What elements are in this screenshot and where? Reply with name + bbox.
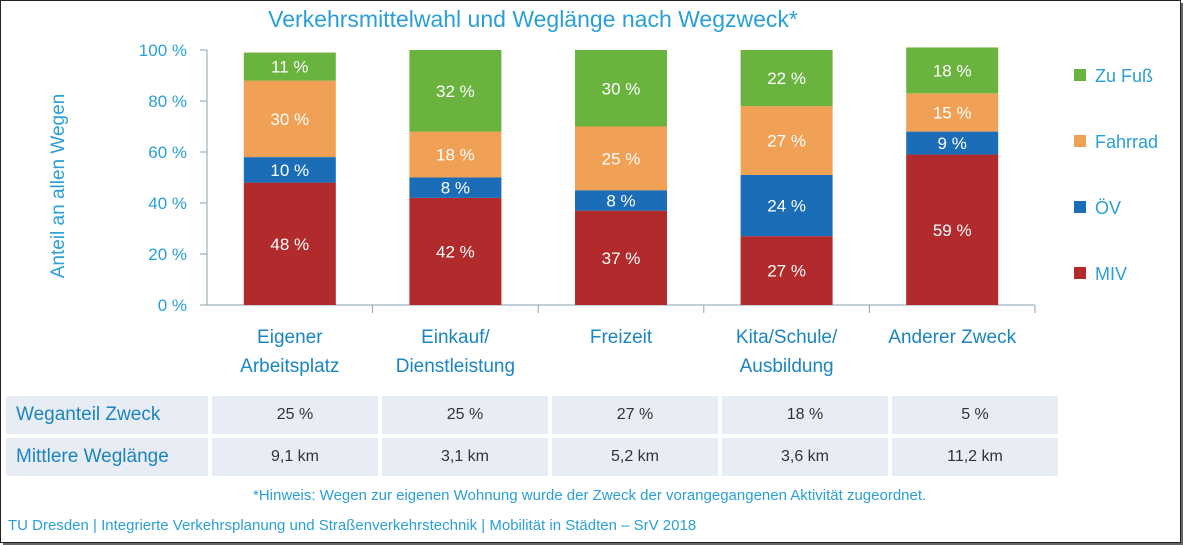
- data-label: 8 %: [606, 191, 635, 210]
- table-cell: 25 %: [382, 396, 548, 434]
- table-cell: 5,2 km: [552, 438, 718, 476]
- bar-segment-fahrrad: [906, 93, 999, 132]
- bar-segment-zufu: [409, 50, 502, 132]
- row-header-weglaenge: Mittlere Weglänge: [6, 438, 208, 476]
- bars: 48 % 10 % 30 % 11 % 42 % 8 % 18 % 32 % 37 % 8 % 25…: [243, 47, 999, 305]
- data-label: 48 %: [270, 235, 309, 254]
- data-label: 27 %: [767, 132, 806, 151]
- bar-segment-v: [575, 190, 667, 211]
- data-label: 11 %: [271, 58, 309, 77]
- data-label: 9 %: [938, 134, 967, 153]
- bar-segment-v: [740, 174, 833, 237]
- stacked-bar-chart: Verkehrsmittelwahl und Weglänge nach Weg…: [48, 6, 1158, 377]
- data-label: 42 %: [436, 242, 475, 261]
- x-category-label: Eigener: [257, 327, 323, 348]
- x-category-label: Arbeitsplatz: [240, 356, 339, 377]
- legend-label: Zu Fuß: [1095, 66, 1153, 86]
- table-cell: 9,1 km: [212, 438, 378, 476]
- bar-segment-miv: [740, 236, 833, 305]
- info-table: Weganteil Zweck 25 % 25 % 27 % 18 % 5 % …: [2, 392, 1062, 480]
- y-tick-label: 100 %: [139, 41, 187, 60]
- bar-segment-v: [906, 131, 999, 155]
- y-tick-label: 40 %: [148, 194, 187, 213]
- y-tick-label: 80 %: [148, 92, 187, 111]
- x-category-label: Ausbildung: [740, 356, 834, 377]
- table-row: Weganteil Zweck 25 % 25 % 27 % 18 % 5 %: [6, 396, 1058, 434]
- data-label: 25 %: [602, 149, 641, 168]
- y-tick-label: 20 %: [148, 245, 187, 264]
- data-label: 27 %: [767, 262, 806, 281]
- legend-label: MIV: [1095, 264, 1127, 284]
- axes: 0 % 20 % 40 % 60 % 80 % 100 % Eigener Arbeitspl…: [139, 41, 1036, 377]
- bar-segment-fahrrad: [243, 80, 336, 158]
- frame-shadow: [3, 3, 1183, 545]
- legend-swatch: [1074, 135, 1086, 147]
- bar-segment-fahrrad: [409, 131, 502, 178]
- x-category-label: Freizeit: [590, 327, 653, 348]
- table-cell: 3,6 km: [722, 438, 888, 476]
- legend-label: Fahrrad: [1095, 132, 1158, 152]
- data-label: 59 %: [933, 221, 972, 240]
- data-label: 30 %: [602, 79, 641, 98]
- data-label: 22 %: [767, 69, 806, 88]
- data-label: 18 %: [436, 146, 475, 165]
- table-row: Mittlere Weglänge 9,1 km 3,1 km 5,2 km 3…: [6, 438, 1058, 476]
- table-cell: 25 %: [212, 396, 378, 434]
- legend-swatch: [1074, 69, 1086, 81]
- data-label: 32 %: [436, 82, 475, 101]
- table-cell: 27 %: [552, 396, 718, 434]
- chart-title: Verkehrsmittelwahl und Weglänge nach Weg…: [268, 6, 798, 32]
- table-cell: 5 %: [892, 396, 1058, 434]
- data-label: 24 %: [767, 197, 806, 216]
- bar-segment-miv: [575, 210, 667, 305]
- row-header-weganteil: Weganteil Zweck: [6, 396, 208, 434]
- bar-segment-miv: [906, 154, 999, 305]
- legend-swatch: [1074, 201, 1086, 213]
- legend-swatch: [1074, 267, 1086, 279]
- bar-segment-zufu: [740, 50, 833, 107]
- data-label: 10 %: [270, 161, 309, 180]
- data-label: 18 %: [933, 61, 972, 80]
- x-category-label: Einkauf/: [421, 327, 490, 348]
- table-cell: 3,1 km: [382, 438, 548, 476]
- table-cell: 18 %: [722, 396, 888, 434]
- y-tick-label: 0 %: [158, 296, 187, 315]
- table-cell: 11,2 km: [892, 438, 1058, 476]
- bar-segment-v: [243, 157, 336, 183]
- x-category-label: Anderer Zweck: [888, 327, 1016, 348]
- data-label: 8 %: [441, 179, 470, 198]
- bar-segment-zufu: [906, 47, 999, 94]
- data-label: 30 %: [270, 110, 309, 129]
- x-category-label: Kita/Schule/: [736, 327, 838, 348]
- bar-segment-fahrrad: [740, 106, 833, 175]
- data-label: 37 %: [602, 249, 641, 268]
- bar-segment-fahrrad: [575, 126, 667, 191]
- source-footer: TU Dresden | Integrierte Verkehrsplanung…: [8, 517, 697, 534]
- x-category-label: Dienstleistung: [396, 356, 515, 377]
- y-tick-label: 60 %: [148, 143, 187, 162]
- bar-segment-zufu: [243, 52, 336, 81]
- bar-segment-zufu: [575, 50, 667, 127]
- legend-label: ÖV: [1095, 198, 1121, 218]
- bar-segment-miv: [409, 197, 502, 305]
- legend: Zu Fuß Fahrrad ÖV MIV: [1074, 66, 1158, 284]
- bar-segment-miv: [243, 182, 336, 305]
- data-label: 15 %: [933, 103, 972, 122]
- y-axis-label: Anteil an allen Wegen: [48, 94, 69, 279]
- footnote: *Hinweis: Wegen zur eigenen Wohnung wurd…: [253, 487, 927, 504]
- bar-segment-v: [409, 177, 502, 198]
